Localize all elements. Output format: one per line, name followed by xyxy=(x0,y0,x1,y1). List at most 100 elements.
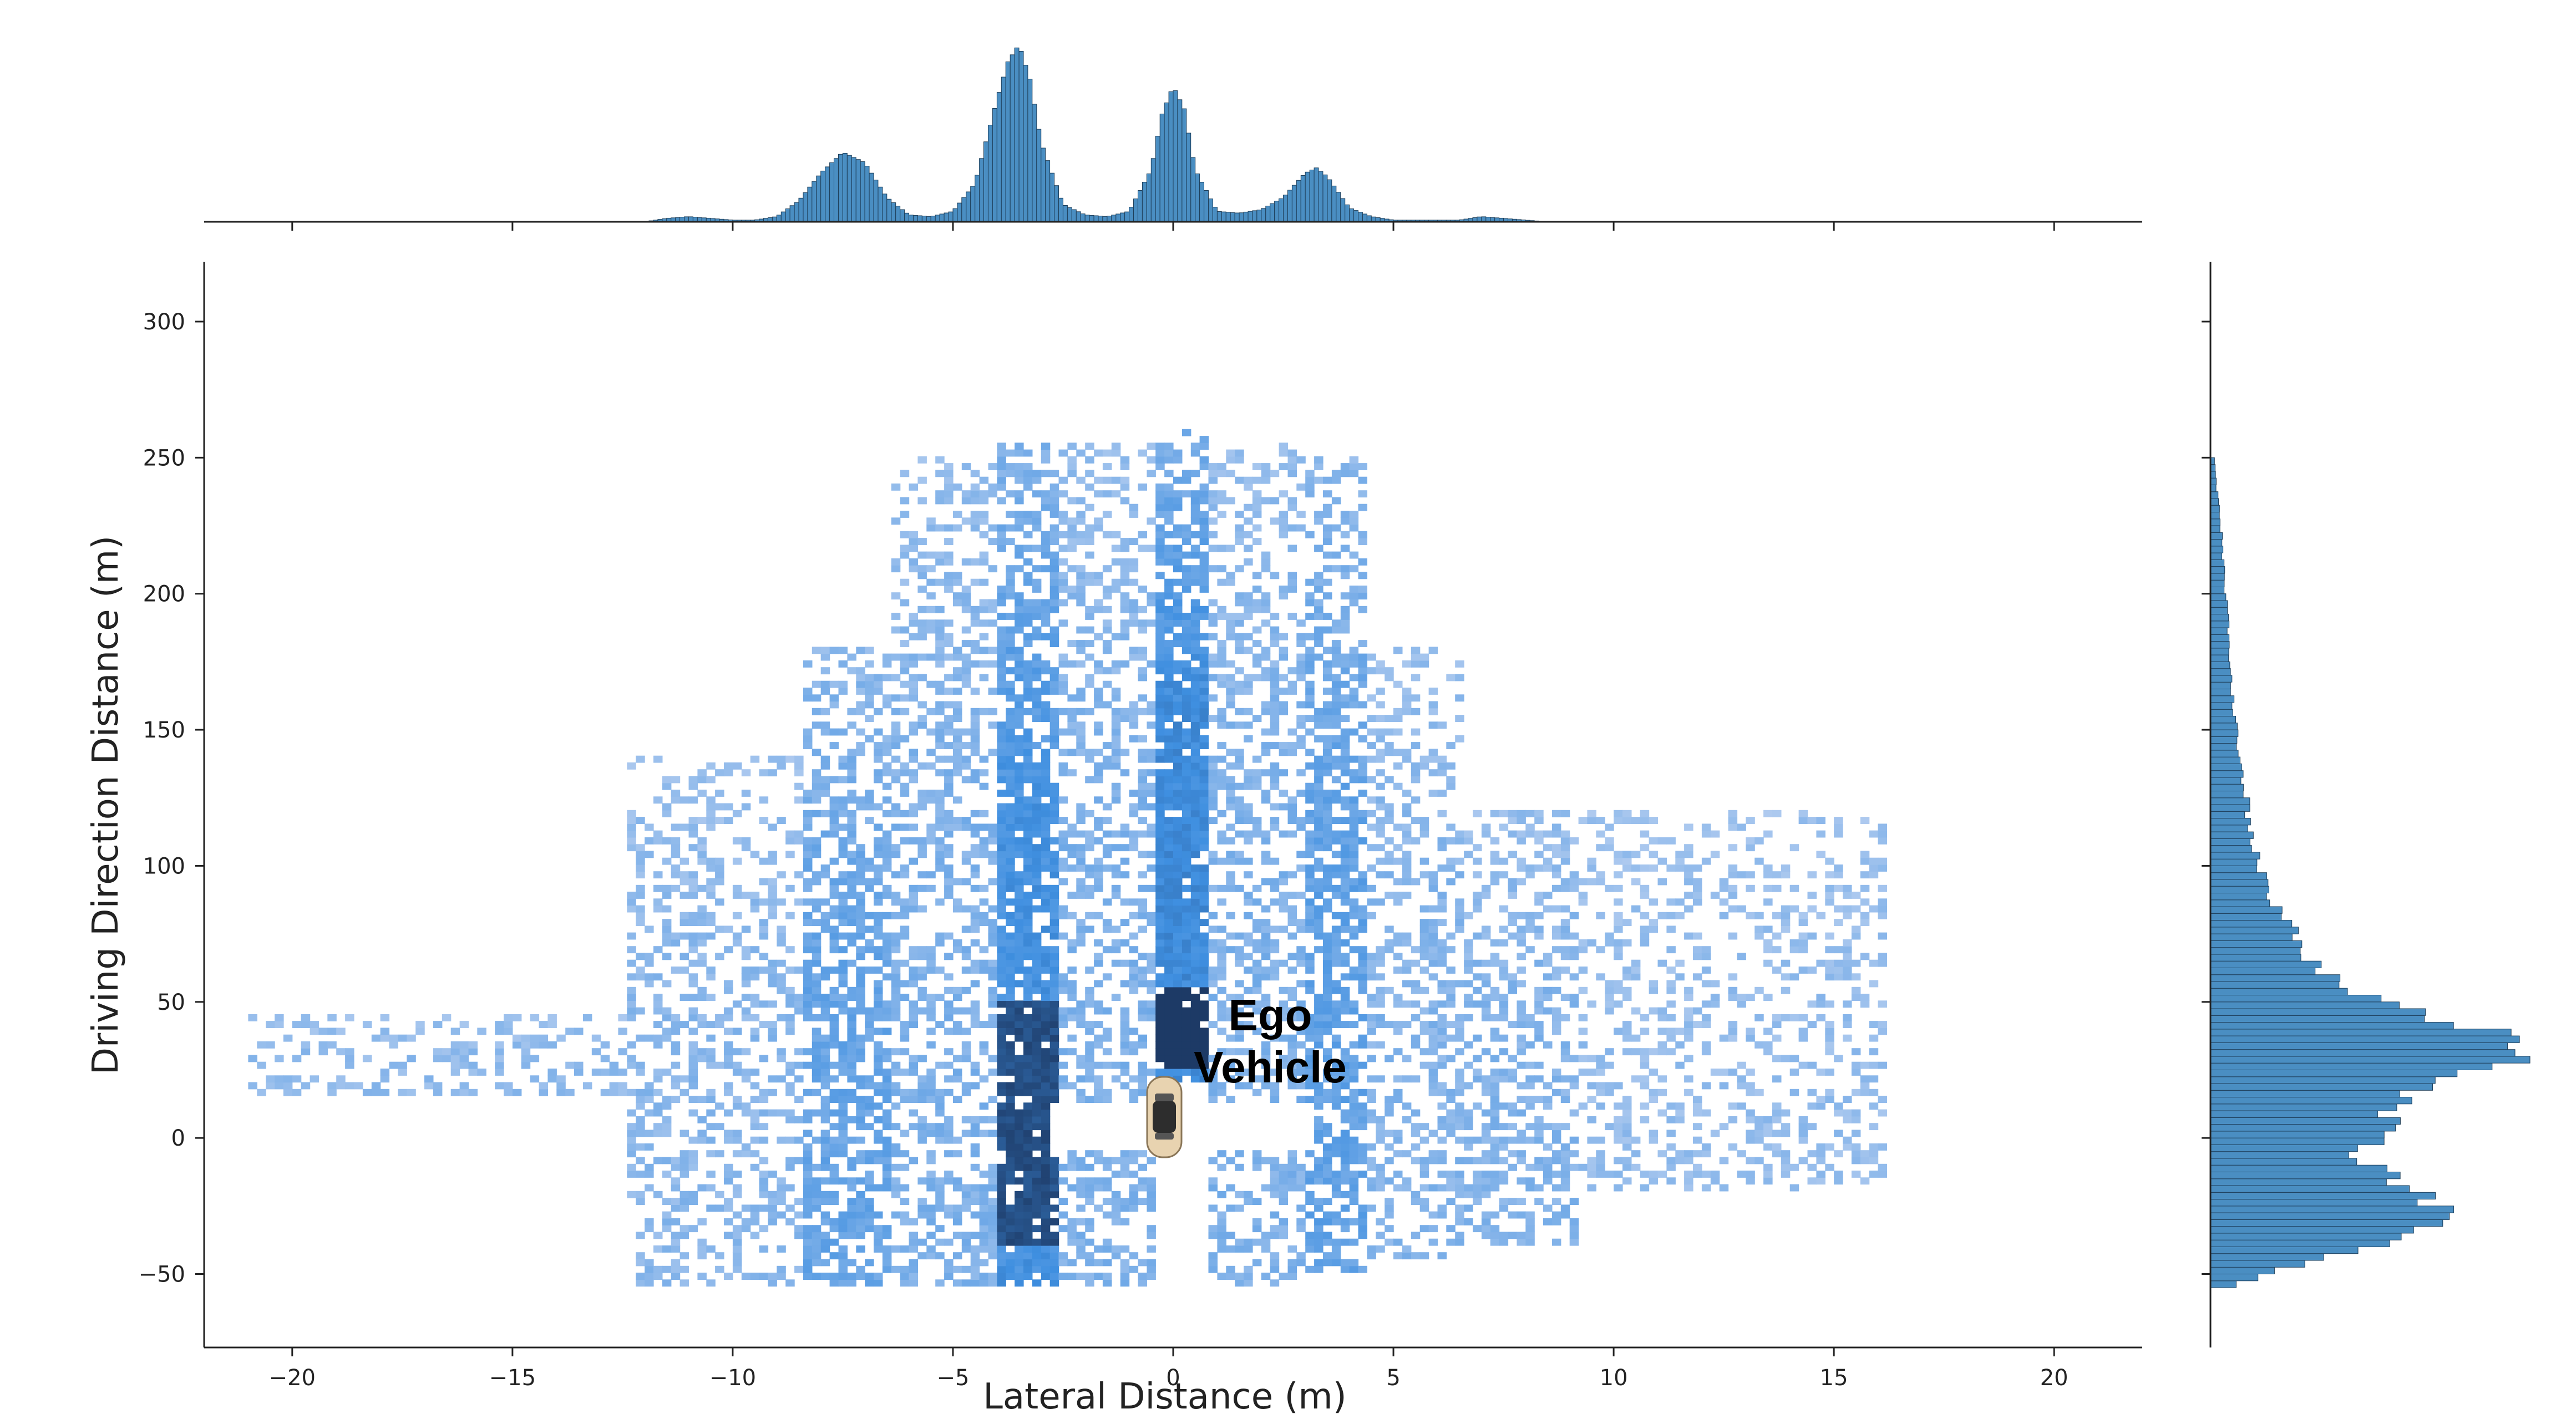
heatmap-cell xyxy=(1314,1177,1324,1185)
heatmap-cell xyxy=(724,1082,733,1090)
heatmap-cell xyxy=(1155,823,1165,831)
heatmap-cell xyxy=(688,919,698,926)
heatmap-cell xyxy=(1094,667,1103,675)
heatmap-cell xyxy=(1173,694,1183,702)
heatmap-cell xyxy=(961,878,971,886)
heatmap-cell xyxy=(1314,1041,1324,1049)
heatmap-cell xyxy=(1190,823,1200,831)
heatmap-cell xyxy=(345,1082,354,1090)
heatmap-cell xyxy=(1094,959,1103,967)
heatmap-cell xyxy=(1015,919,1024,926)
heatmap-cell xyxy=(1331,884,1341,892)
heatmap-cell xyxy=(1181,946,1191,954)
heatmap-cell xyxy=(829,1218,839,1225)
heatmap-cell xyxy=(1296,674,1306,682)
heatmap-cell xyxy=(785,967,795,974)
heatmap-cell xyxy=(961,755,971,763)
heatmap-cell xyxy=(636,1171,645,1178)
heatmap-cell xyxy=(1226,1245,1235,1253)
heatmap-cell xyxy=(653,884,663,892)
heatmap-cell xyxy=(1129,1089,1139,1096)
heatmap-cell xyxy=(979,837,989,845)
heatmap-cell xyxy=(1331,735,1341,742)
heatmap-cell xyxy=(1138,545,1147,552)
heatmap-cell xyxy=(1349,1061,1359,1069)
heatmap-cell xyxy=(1226,1273,1235,1280)
heatmap-cell xyxy=(1279,511,1289,518)
heatmap-cell xyxy=(1147,953,1156,960)
heatmap-cell xyxy=(1244,939,1253,947)
heatmap-cell xyxy=(1032,613,1042,620)
heatmap-cell xyxy=(1067,864,1077,872)
heatmap-cell xyxy=(1147,619,1156,627)
heatmap-cell xyxy=(1270,701,1280,709)
heatmap-cell xyxy=(1376,660,1385,668)
heatmap-cell xyxy=(1049,565,1059,573)
heatmap-cell xyxy=(838,1055,848,1062)
heatmap-cell xyxy=(1305,1232,1315,1239)
heatmap-cell xyxy=(1402,967,1412,974)
heatmap-cell xyxy=(459,1048,469,1056)
heatmap-cell xyxy=(1032,599,1042,607)
heatmap-cell xyxy=(926,1130,936,1137)
heatmap-cell xyxy=(547,1041,557,1049)
heatmap-cell xyxy=(1296,483,1306,491)
heatmap-cell xyxy=(1323,660,1332,668)
heatmap-cell xyxy=(556,1075,566,1083)
heatmap-cell xyxy=(1235,531,1244,538)
heatmap-cell xyxy=(979,782,989,790)
heatmap-cell xyxy=(1331,1238,1341,1246)
heatmap-cell xyxy=(1006,898,1015,906)
heatmap-cell xyxy=(1102,1198,1112,1205)
heatmap-cell xyxy=(1155,715,1165,722)
heatmap-cell xyxy=(1032,946,1042,954)
heatmap-cell xyxy=(1323,864,1332,872)
heatmap-cell xyxy=(838,898,848,906)
heatmap-cell xyxy=(1006,1259,1015,1267)
heatmap-cell xyxy=(1085,531,1094,538)
heatmap-cell xyxy=(838,728,848,736)
heatmap-cell xyxy=(741,1014,751,1021)
heatmap-cell xyxy=(1349,1157,1359,1164)
heatmap-cell xyxy=(653,898,663,906)
heatmap-cell xyxy=(732,932,742,940)
heatmap-cell xyxy=(662,1157,672,1164)
heatmap-cell xyxy=(882,857,892,865)
heatmap-cell xyxy=(1296,864,1306,872)
heatmap-cell xyxy=(1402,932,1412,940)
heatmap-cell xyxy=(1173,1000,1183,1008)
heatmap-cell xyxy=(1006,755,1015,763)
heatmap-cell xyxy=(724,1232,733,1239)
heatmap-cell xyxy=(1129,653,1139,661)
heatmap-cell xyxy=(882,1163,892,1171)
heatmap-cell xyxy=(1129,830,1139,838)
heatmap-cell xyxy=(1287,932,1297,940)
heatmap-cell xyxy=(1331,986,1341,994)
heatmap-cell xyxy=(1331,680,1341,688)
heatmap-cell xyxy=(1385,1055,1394,1062)
heatmap-cell xyxy=(935,1198,945,1205)
heatmap-cell xyxy=(715,864,724,872)
heatmap-cell xyxy=(433,1048,443,1056)
heatmap-cell xyxy=(900,1028,910,1035)
heatmap-cell xyxy=(900,1096,910,1103)
heatmap-cell xyxy=(882,1232,892,1239)
heatmap-cell xyxy=(1023,837,1033,845)
heatmap-cell xyxy=(838,1048,848,1056)
heatmap-cell xyxy=(1208,694,1218,702)
heatmap-cell xyxy=(1190,653,1200,661)
heatmap-cell xyxy=(768,1021,777,1028)
heatmap-cell xyxy=(1138,667,1147,675)
heatmap-cell xyxy=(1217,1232,1226,1239)
heatmap-cell xyxy=(283,1082,293,1090)
heatmap-cell xyxy=(688,959,698,967)
heatmap-cell xyxy=(1358,1041,1367,1049)
heatmap-cell xyxy=(997,1198,1006,1205)
heatmap-cell xyxy=(1199,905,1209,913)
heatmap-cell xyxy=(1102,701,1112,709)
heatmap-cell xyxy=(275,1014,284,1021)
heatmap-cell xyxy=(1181,803,1191,811)
heatmap-cell xyxy=(1199,898,1209,906)
heatmap-cell xyxy=(900,871,910,879)
heatmap-cell xyxy=(1190,470,1200,477)
